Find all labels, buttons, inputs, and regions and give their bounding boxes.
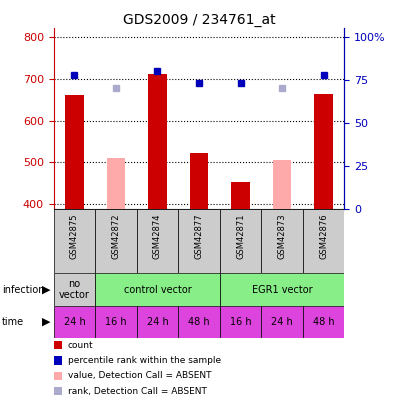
Bar: [95, 209, 137, 273]
Bar: [107, 158, 125, 209]
Text: GSM42874: GSM42874: [153, 214, 162, 259]
Bar: [65, 96, 84, 209]
Bar: [137, 306, 178, 338]
Text: GSM42875: GSM42875: [70, 214, 79, 259]
Text: 24 h: 24 h: [271, 317, 293, 327]
Bar: [314, 94, 333, 209]
Text: value, Detection Call = ABSENT: value, Detection Call = ABSENT: [68, 371, 211, 380]
Text: infection: infection: [2, 285, 45, 294]
Bar: [178, 209, 220, 273]
Bar: [273, 160, 291, 209]
Bar: [95, 273, 220, 306]
Text: 16 h: 16 h: [230, 317, 251, 327]
Bar: [54, 306, 95, 338]
Text: 48 h: 48 h: [313, 317, 334, 327]
Bar: [95, 306, 137, 338]
Text: 48 h: 48 h: [188, 317, 210, 327]
Text: ▶: ▶: [41, 317, 50, 327]
Title: GDS2009 / 234761_at: GDS2009 / 234761_at: [123, 13, 275, 27]
Text: 24 h: 24 h: [64, 317, 85, 327]
Bar: [261, 209, 303, 273]
Text: count: count: [68, 341, 93, 350]
Text: GSM42871: GSM42871: [236, 214, 245, 259]
Bar: [261, 306, 303, 338]
Bar: [231, 182, 250, 209]
Text: EGR1 vector: EGR1 vector: [252, 285, 312, 294]
Text: control vector: control vector: [124, 285, 191, 294]
Bar: [137, 209, 178, 273]
Bar: [54, 273, 95, 306]
Text: GSM42873: GSM42873: [277, 214, 287, 259]
Text: ▶: ▶: [41, 285, 50, 294]
Bar: [220, 209, 261, 273]
Bar: [148, 75, 167, 209]
Bar: [220, 306, 261, 338]
Text: GSM42877: GSM42877: [195, 214, 203, 259]
Text: rank, Detection Call = ABSENT: rank, Detection Call = ABSENT: [68, 387, 207, 396]
Bar: [190, 153, 208, 209]
Bar: [54, 209, 95, 273]
Bar: [303, 306, 344, 338]
Text: GSM42876: GSM42876: [319, 214, 328, 259]
Text: 16 h: 16 h: [105, 317, 127, 327]
Bar: [303, 209, 344, 273]
Bar: [220, 273, 344, 306]
Text: 24 h: 24 h: [146, 317, 168, 327]
Text: no
vector: no vector: [59, 279, 90, 301]
Text: GSM42872: GSM42872: [111, 214, 121, 259]
Text: percentile rank within the sample: percentile rank within the sample: [68, 356, 220, 365]
Text: time: time: [2, 317, 24, 327]
Bar: [178, 306, 220, 338]
